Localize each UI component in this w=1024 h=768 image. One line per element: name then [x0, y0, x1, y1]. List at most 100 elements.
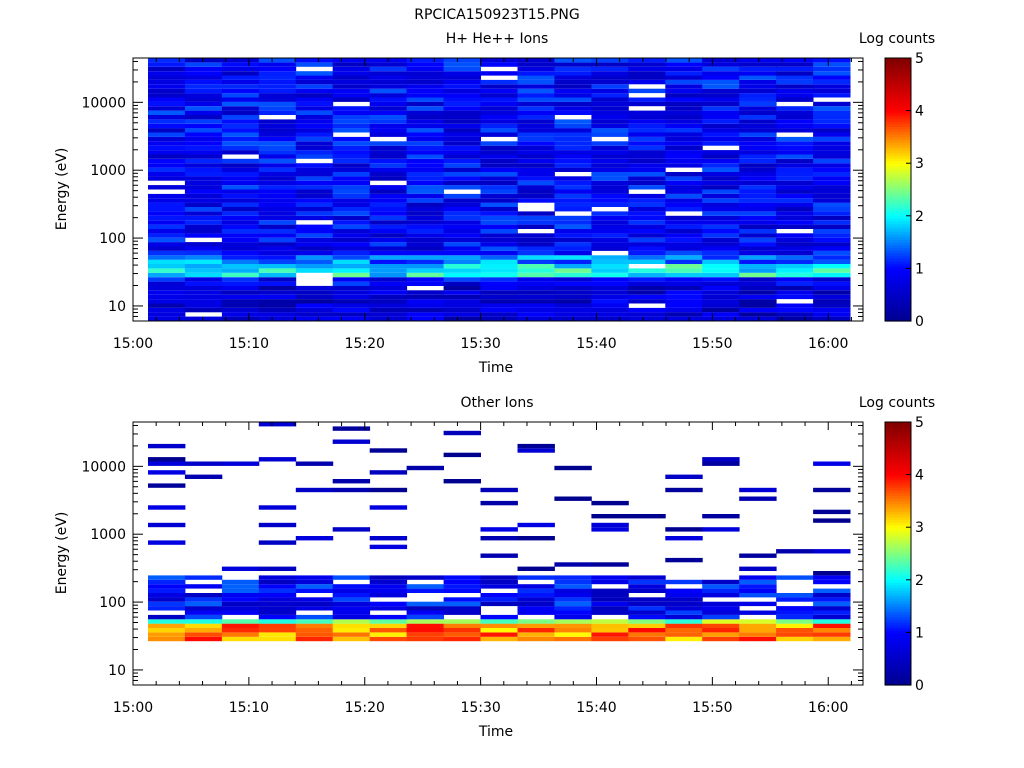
heatmap-cell	[591, 185, 629, 190]
heatmap-cell	[739, 628, 777, 633]
heatmap-cell	[776, 106, 814, 111]
colorbar-swatch	[885, 616, 911, 620]
heatmap-cell	[517, 75, 555, 80]
heatmap-cell	[702, 588, 740, 593]
colorbar-swatch	[885, 500, 911, 505]
heatmap-cell	[332, 158, 371, 164]
heatmap-cell	[517, 237, 555, 243]
heatmap-cell	[443, 290, 481, 295]
heatmap-cell	[406, 268, 444, 273]
heatmap-cell	[443, 242, 481, 247]
heatmap-cell	[702, 207, 740, 212]
heatmap-cell	[480, 145, 518, 151]
heatmap-cell	[554, 167, 592, 172]
heatmap-cell	[369, 123, 408, 129]
heatmap-cell	[369, 215, 408, 221]
heatmap-cell	[295, 84, 334, 89]
colorbar-swatch	[885, 89, 911, 93]
heatmap-cell	[148, 285, 186, 291]
heatmap-cell	[554, 75, 592, 80]
heatmap-cell	[628, 154, 666, 159]
colorbar-swatch	[885, 144, 911, 149]
heatmap-cell	[148, 505, 186, 510]
heatmap-cell	[332, 115, 371, 120]
heatmap-cell	[148, 461, 186, 466]
heatmap-cell	[665, 115, 703, 120]
heatmap-cell	[591, 97, 629, 102]
heatmap-cell	[702, 180, 740, 186]
heatmap-cell	[702, 185, 740, 190]
heatmap-cell	[184, 211, 223, 216]
heatmap-cell	[406, 307, 444, 313]
heatmap-cell	[184, 303, 223, 308]
heatmap-cell	[258, 145, 297, 151]
heatmap-cell	[443, 176, 481, 181]
heatmap-cell	[591, 193, 629, 199]
heatmap-cell	[295, 632, 334, 637]
colorbar-swatch	[885, 71, 911, 75]
heatmap-cell	[221, 128, 260, 133]
heatmap-cell	[628, 141, 666, 146]
heatmap-cell	[702, 75, 740, 80]
heatmap-cell	[221, 255, 260, 260]
heatmap-cell	[221, 281, 260, 286]
heatmap-cell	[148, 158, 186, 164]
heatmap-cell	[443, 115, 481, 120]
heatmap-cell	[443, 264, 481, 269]
heatmap-cell	[332, 299, 371, 304]
heatmap-cell	[480, 246, 518, 251]
heatmap-cell	[665, 106, 703, 111]
heatmap-cell	[702, 215, 740, 221]
heatmap-cell	[665, 202, 703, 207]
heatmap-cell	[776, 119, 814, 124]
heatmap-cell	[813, 115, 851, 120]
heatmap-cell	[628, 176, 666, 181]
heatmap-cell	[332, 141, 371, 146]
colorbar-swatch	[885, 184, 911, 188]
heatmap-cell	[332, 316, 371, 321]
heatmap-cell	[258, 211, 297, 216]
heatmap-cell	[702, 220, 740, 225]
heatmap-cell	[517, 62, 555, 67]
heatmap-cell	[591, 575, 629, 580]
heatmap-cell	[480, 158, 518, 164]
heatmap-cell	[776, 93, 814, 98]
heatmap-cell	[443, 250, 481, 256]
heatmap-cell	[739, 220, 777, 225]
colorbar-swatch	[885, 249, 911, 254]
heatmap-cell	[702, 316, 740, 321]
xlabel-1: Time	[478, 360, 513, 376]
colorbar-swatch	[885, 147, 911, 151]
heatmap-cell	[702, 202, 740, 207]
y-tick-label: 100	[99, 231, 126, 247]
heatmap-cell	[813, 154, 851, 159]
heatmap-cell	[443, 101, 481, 107]
colorbar-swatch	[885, 276, 911, 280]
colorbar-tick-label: 4	[915, 104, 924, 120]
heatmap-cell	[221, 312, 260, 317]
colorbar-swatch	[885, 126, 911, 130]
xlabel-2: Time	[478, 724, 513, 740]
heatmap-cell	[813, 167, 851, 172]
heatmap-cell	[406, 211, 444, 216]
colorbar-swatch	[885, 529, 911, 534]
heatmap-cell	[295, 242, 334, 247]
heatmap-cell	[148, 277, 186, 282]
heatmap-cell	[258, 119, 297, 124]
heatmap-cell	[332, 66, 371, 72]
heatmap-cell	[332, 281, 371, 286]
heatmap-cell	[295, 237, 334, 243]
heatmap-cell	[148, 614, 186, 620]
x-tick-label: 15:00	[113, 336, 153, 352]
heatmap-cell	[443, 150, 481, 155]
heatmap-cell	[628, 172, 666, 177]
heatmap-cell	[480, 268, 518, 273]
heatmap-cell	[148, 259, 186, 264]
heatmap-cell	[332, 88, 371, 94]
heatmap-cell	[628, 588, 666, 593]
heatmap-cell	[702, 158, 740, 164]
colorbar-swatch	[885, 587, 911, 591]
heatmap-cell	[480, 141, 518, 146]
heatmap-cell	[628, 307, 666, 313]
